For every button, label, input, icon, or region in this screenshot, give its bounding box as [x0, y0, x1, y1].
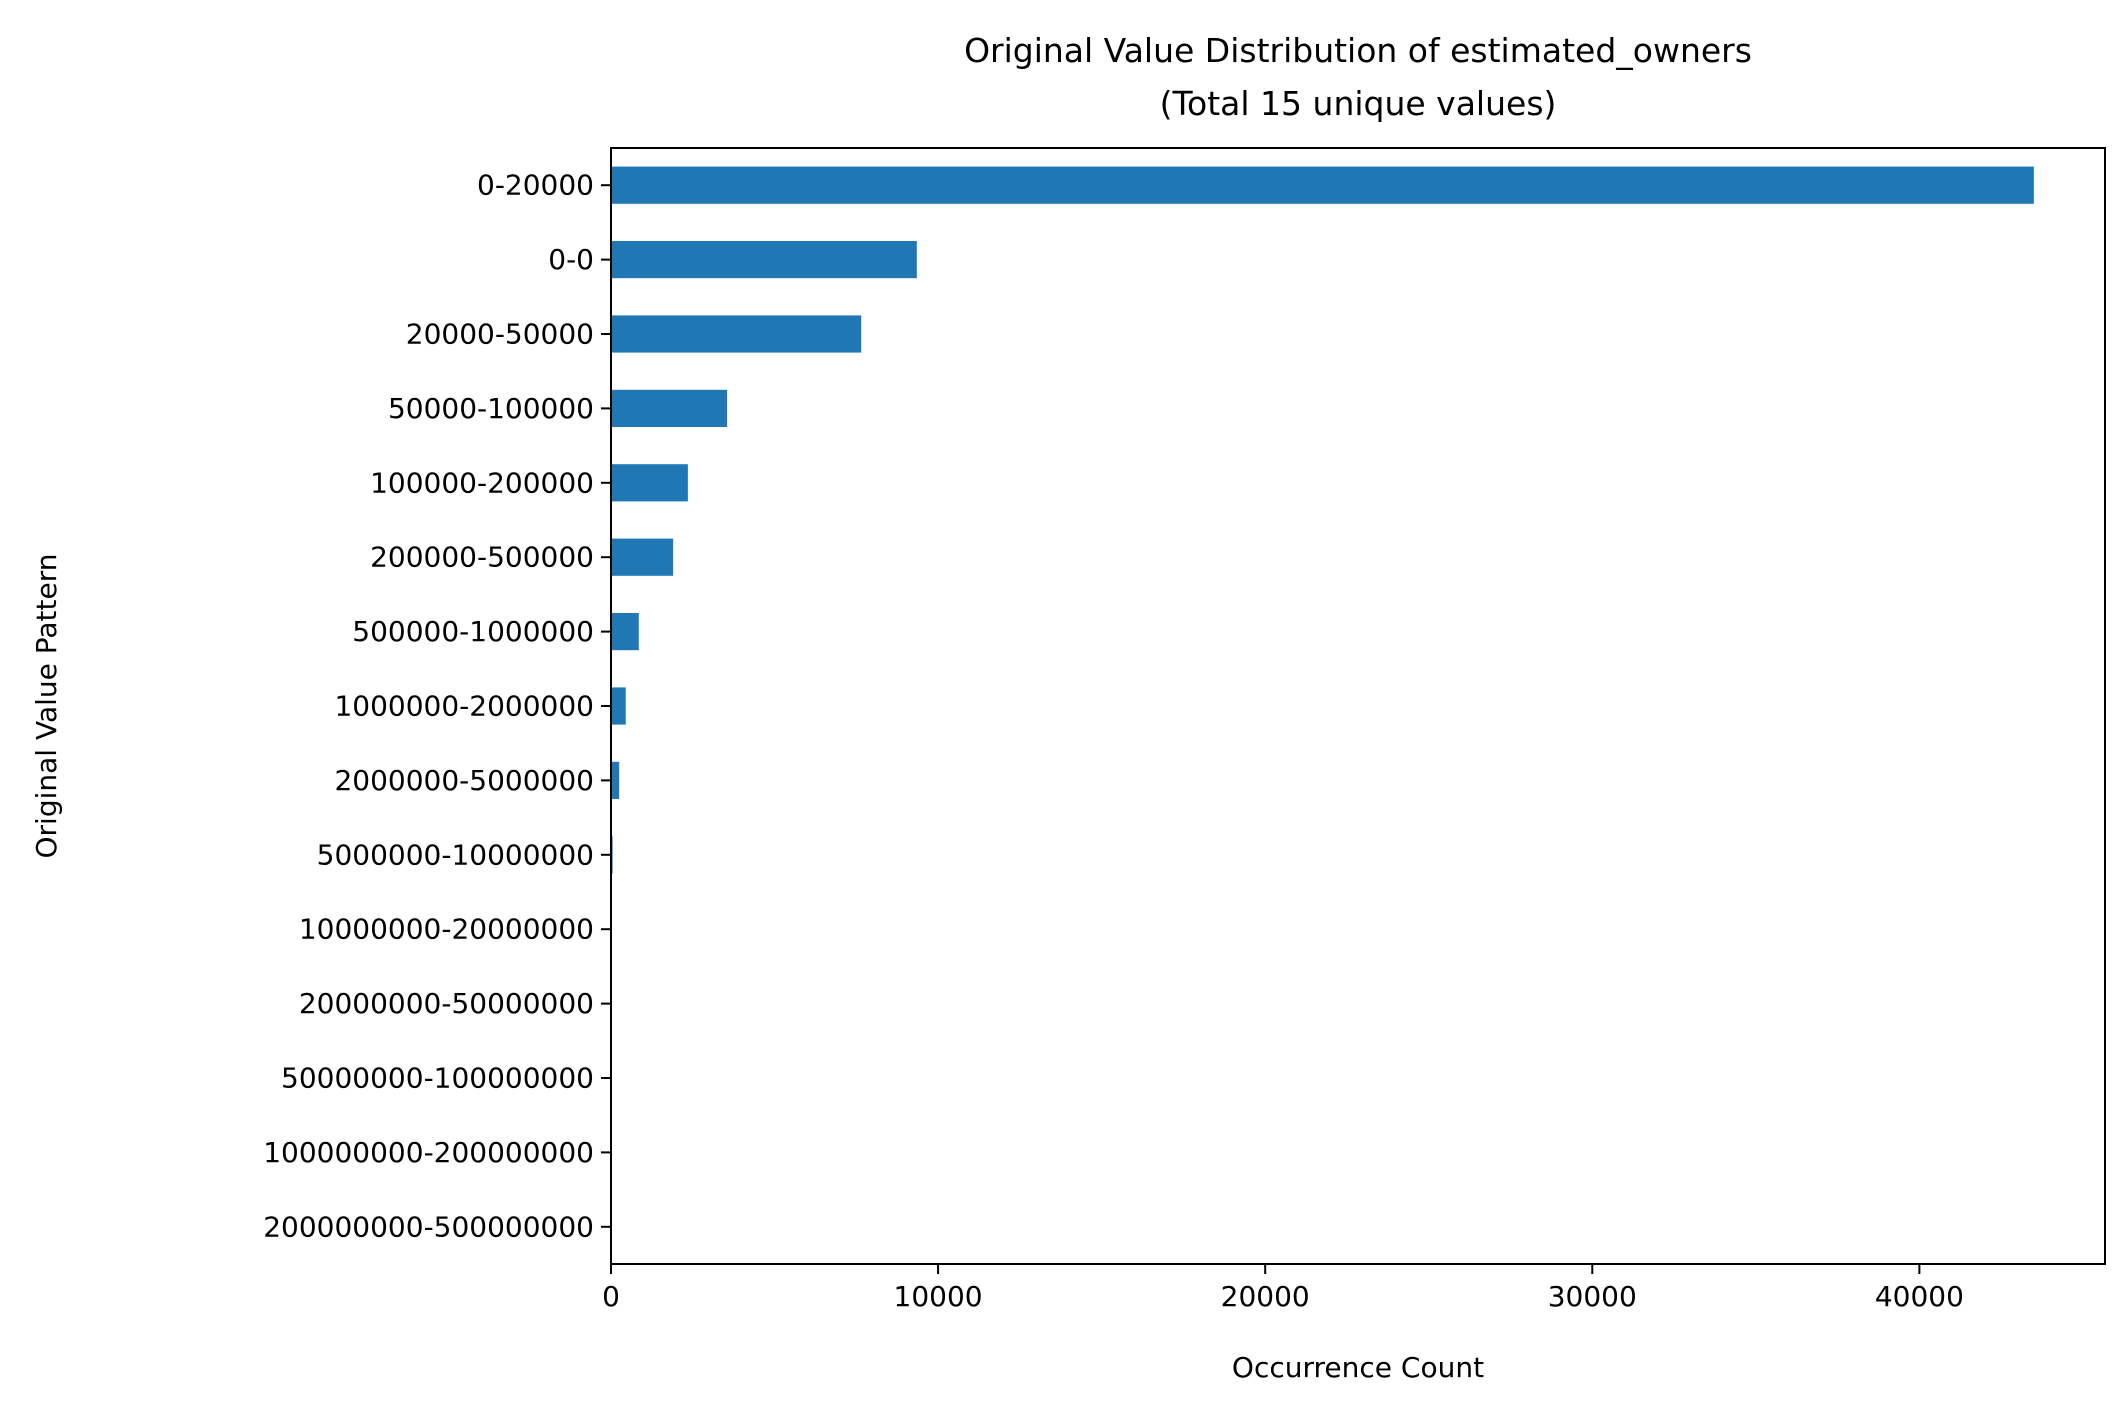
x-axis-label: Occurrence Count	[1232, 1351, 1484, 1384]
y-tick-label: 2000000-5000000	[334, 764, 594, 797]
x-axis-ticks: 0 10000 20000 30000 40000	[602, 1264, 1964, 1313]
x-tick-label: 40000	[1875, 1280, 1964, 1313]
y-tick-label: 5000000-10000000	[317, 838, 594, 871]
bar-20000-50000	[611, 315, 861, 352]
x-tick-label: 10000	[894, 1280, 983, 1313]
y-axis-ticks: 0-20000 0-0 20000-50000 50000-100000 100000-…	[263, 169, 611, 1244]
x-tick-label: 20000	[1221, 1280, 1310, 1313]
chart-title-line-1: Original Value Distribution of estimated…	[964, 31, 1752, 70]
y-tick-label: 200000000-500000000	[263, 1210, 594, 1243]
y-tick-label: 50000-100000	[388, 392, 594, 425]
y-tick-label: 0-0	[548, 243, 594, 276]
y-tick-label: 200000-500000	[370, 541, 594, 574]
bar-50000-100000	[611, 390, 727, 427]
bar-2000000-5000000	[611, 762, 619, 799]
y-tick-label: 20000000-50000000	[299, 987, 594, 1020]
y-tick-label: 100000000-200000000	[263, 1136, 594, 1169]
y-tick-label: 1000000-2000000	[334, 690, 594, 723]
y-axis-label: Original Value Pattern	[30, 554, 63, 859]
x-tick-label: 30000	[1548, 1280, 1637, 1313]
y-tick-label: 100000-200000	[370, 466, 594, 499]
bar-0-20000	[611, 167, 2034, 204]
bar-100000-200000	[611, 464, 688, 501]
chart-title-line-2: (Total 15 unique values)	[1160, 84, 1557, 123]
x-tick-label: 0	[602, 1280, 620, 1313]
bar-1000000-2000000	[611, 687, 626, 724]
chart-title: Original Value Distribution of estimated…	[964, 31, 1752, 123]
bar-0-0	[611, 241, 917, 278]
bars	[611, 167, 2034, 1246]
y-tick-label: 500000-1000000	[352, 615, 594, 648]
y-tick-label: 20000-50000	[406, 318, 594, 351]
y-tick-label: 10000000-20000000	[299, 913, 594, 946]
y-tick-label: 0-20000	[477, 169, 594, 202]
y-tick-label: 50000000-100000000	[281, 1062, 594, 1095]
bar-200000-500000	[611, 539, 673, 576]
bar-500000-1000000	[611, 613, 639, 650]
